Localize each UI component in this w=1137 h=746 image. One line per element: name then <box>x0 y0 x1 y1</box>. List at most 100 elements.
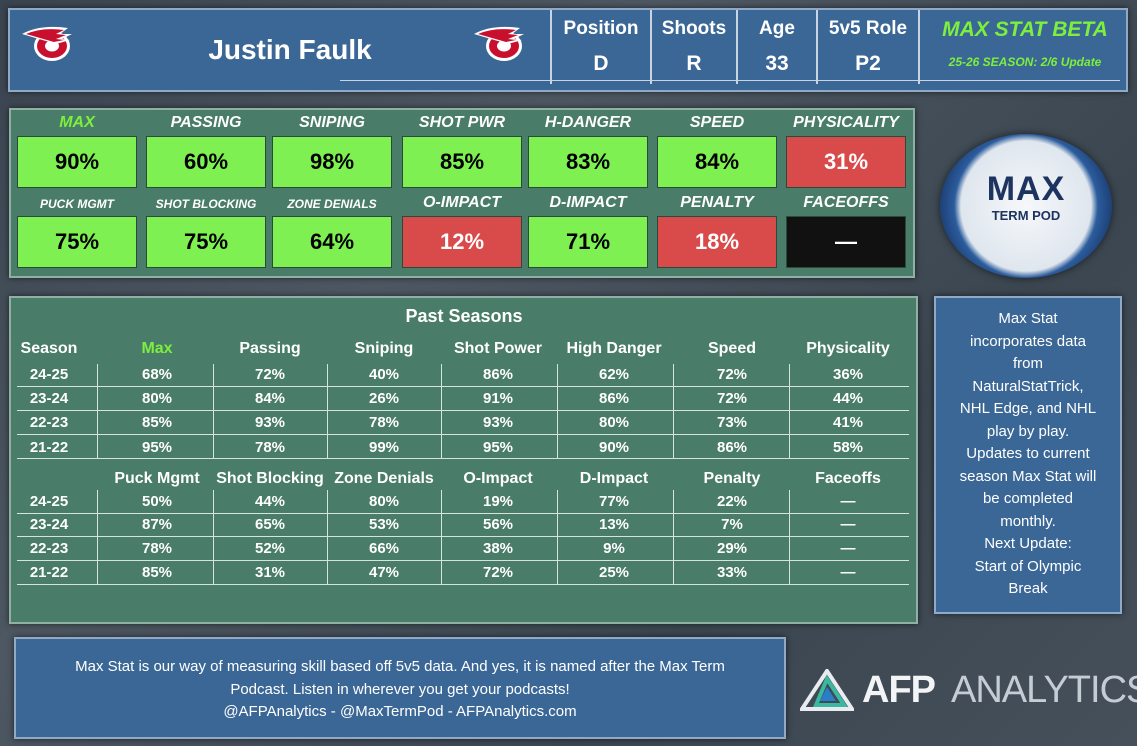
table-cell: 95% <box>482 439 514 456</box>
table-cell: 66% <box>368 540 400 557</box>
table-cell: 19% <box>482 493 514 510</box>
age-field: Age 33 <box>736 10 816 84</box>
table-cell: 13% <box>598 516 630 533</box>
table-cell: 26% <box>368 390 400 407</box>
season-label: 21-22 <box>29 564 69 581</box>
season-label: 23-24 <box>29 516 69 533</box>
pod-logo-main: MAX <box>986 170 1066 208</box>
brand-subtitle: 25-26 SEASON: 2/6 Update <box>948 55 1102 69</box>
table-row-divider <box>17 386 909 387</box>
stat-label-puck-mgmt: PUCK MGMT <box>40 197 114 211</box>
table-cell: 90% <box>598 439 630 456</box>
table1-header-max: Max <box>141 340 173 357</box>
table-cell: 86% <box>716 439 748 456</box>
stat-label-shot-pwr: SHOT PWR <box>418 114 506 131</box>
table-column-divider <box>97 490 98 584</box>
past-seasons-title: Past Seasons <box>405 306 523 326</box>
stat-label-physicality: PHYSICALITY <box>793 114 899 131</box>
season-label: 22-23 <box>29 414 69 431</box>
table2-header-penalty: Penalty <box>703 470 761 487</box>
shoots-value: R <box>686 52 702 75</box>
table-cell: — <box>840 540 856 557</box>
stat-value-zone-denials: 64% <box>272 216 392 268</box>
stat-label-zone-denials: ZONE DENIALS <box>287 197 377 211</box>
table-cell: 72% <box>254 366 286 383</box>
table-column-divider <box>441 364 442 458</box>
table-cell: 41% <box>832 414 864 431</box>
table2-header-zone-denials: Zone Denials <box>334 470 434 487</box>
table-cell: 84% <box>254 390 286 407</box>
stat-label-faceoffs: FACEOFFS <box>803 194 889 211</box>
info-note-line: season Max Stat will <box>959 467 1097 485</box>
table-cell: 86% <box>482 366 514 383</box>
stat-label-sniping: SNIPING <box>299 114 365 131</box>
table-row-divider <box>17 584 909 585</box>
table-cell: 85% <box>141 564 173 581</box>
table-cell: 77% <box>598 493 630 510</box>
table1-header-passing: Passing <box>239 340 301 357</box>
table-cell: — <box>840 493 856 510</box>
stat-value-o-impact: 12% <box>402 216 522 268</box>
footer-note: Max Stat is our way of measuring skill b… <box>14 637 786 739</box>
info-note-line: from <box>1013 355 1043 372</box>
table1-header-high-danger: High Danger <box>566 340 662 357</box>
table-column-divider <box>97 364 98 458</box>
table-cell: 91% <box>482 390 514 407</box>
table-cell: 22% <box>716 493 748 510</box>
table2-header-o-impact: O-Impact <box>463 470 533 487</box>
red-wings-logo-right-icon <box>474 26 524 61</box>
age-label: Age <box>759 18 795 39</box>
stat-label-passing: PASSING <box>170 114 242 131</box>
stat-label-speed: SPEED <box>689 114 745 131</box>
table-cell: 47% <box>368 564 400 581</box>
shoots-label: Shoots <box>661 18 727 39</box>
table-cell: — <box>840 564 856 581</box>
stat-value-max: 90% <box>17 136 137 188</box>
table-cell: 36% <box>832 366 864 383</box>
past-seasons-panel: Past Seasons Season Max Passing Sniping Shot… <box>9 296 918 624</box>
table-column-divider <box>557 490 558 584</box>
table-cell: 44% <box>254 493 286 510</box>
table-column-divider <box>673 364 674 458</box>
table-cell: 87% <box>141 516 173 533</box>
stat-value-physicality: 31% <box>786 136 906 188</box>
pod-logo-sub: TERM POD <box>991 208 1061 223</box>
afp-analytics-logo: AFP ANALYTICS <box>800 667 1137 715</box>
footer-text: Max Stat is our way of measuring skill b… <box>26 656 774 724</box>
table-column-divider <box>441 490 442 584</box>
season-label: 21-22 <box>29 439 69 456</box>
table2-header-faceoffs: Faceoffs <box>815 470 881 487</box>
role-field: 5v5 Role P2 <box>816 10 920 84</box>
table-cell: 65% <box>254 516 286 533</box>
table-cell: 44% <box>832 390 864 407</box>
stat-value-speed: 84% <box>657 136 777 188</box>
max-term-pod-logo: MAX TERM POD <box>940 134 1112 278</box>
stat-value-h-danger: 83% <box>528 136 648 188</box>
table-cell: 29% <box>716 540 748 557</box>
table-column-divider <box>327 490 328 584</box>
table-cell: 85% <box>141 414 173 431</box>
info-note-line: monthly. <box>1000 512 1056 530</box>
table-cell: 80% <box>141 390 173 407</box>
table-row-divider <box>17 434 909 435</box>
table-cell: 62% <box>598 366 630 383</box>
table-row-divider <box>17 536 909 537</box>
stat-value-faceoffs: — <box>786 216 906 268</box>
info-note-line: be completed <box>982 490 1074 507</box>
table-cell: 40% <box>368 366 400 383</box>
role-value: P2 <box>855 52 881 75</box>
info-note-line: play by play. <box>986 422 1070 440</box>
info-note-line: NaturalStatTrick, <box>972 377 1084 395</box>
table-cell: 56% <box>482 516 514 533</box>
stat-value-shot-blocking: 75% <box>146 216 266 268</box>
season-label: 24-25 <box>29 493 69 510</box>
table-cell: 95% <box>141 439 173 456</box>
table1-header-physicality: Physicality <box>806 340 890 357</box>
table-cell: 78% <box>141 540 173 557</box>
info-note-line: Start of Olympic <box>974 557 1082 575</box>
player-name: Justin Faulk <box>208 34 372 65</box>
table-cell: 9% <box>603 540 625 557</box>
table-cell: 99% <box>368 439 400 456</box>
table-cell: 58% <box>832 439 864 456</box>
position-label: Position <box>563 18 639 39</box>
